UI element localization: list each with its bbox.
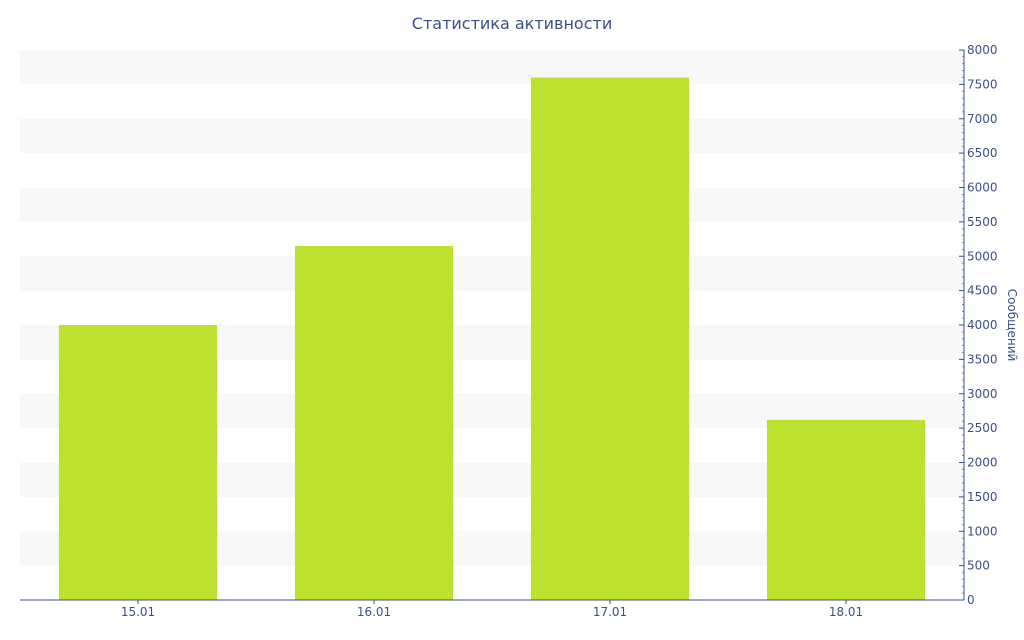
y-tick-label: 5500: [967, 215, 998, 229]
x-tick-label: 15.01: [121, 605, 155, 619]
bar[interactable]: [766, 419, 926, 600]
y-tick-label: 5000: [967, 249, 998, 263]
y-tick-label: 4000: [967, 318, 998, 332]
y-tick-label: 7000: [967, 112, 998, 126]
bar[interactable]: [58, 325, 218, 600]
grid-band: [20, 118, 964, 154]
y-tick-labels: 0 500 1000 1500 2000 2500 3000 3500 4000 4500 5000…: [967, 43, 998, 607]
x-tick-labels: 15.01 16.01 17.01 18.01: [121, 605, 863, 619]
axes: [20, 49, 965, 604]
grid-band: [20, 256, 964, 291]
bar[interactable]: [294, 245, 454, 600]
bar[interactable]: [530, 77, 690, 601]
chart-title: Статистика активности: [411, 14, 613, 33]
y-tick-label: 0: [967, 593, 975, 607]
y-tick-label: 6000: [967, 181, 998, 195]
y-tick-label: 2500: [967, 421, 998, 435]
y-tick-label: 8000: [967, 43, 998, 57]
x-tick-label: 17.01: [593, 605, 627, 619]
y-tick-label: 2000: [967, 456, 998, 470]
grid-band: [20, 187, 964, 222]
y-axis-title: Сообщений: [1005, 288, 1019, 362]
y-tick-label: 3000: [967, 387, 998, 401]
bars: [58, 77, 926, 601]
x-tick-label: 16.01: [357, 605, 391, 619]
y-tick-label: 7500: [967, 77, 998, 91]
y-tick-label: 500: [967, 559, 990, 573]
x-tick-label: 18.01: [829, 605, 863, 619]
y-tick-label: 3500: [967, 352, 998, 366]
y-tick-label: 1000: [967, 524, 998, 538]
y-tick-label: 4500: [967, 284, 998, 298]
y-tick-label: 1500: [967, 490, 998, 504]
grid-band: [20, 50, 964, 85]
y-tick-label: 6500: [967, 146, 998, 160]
